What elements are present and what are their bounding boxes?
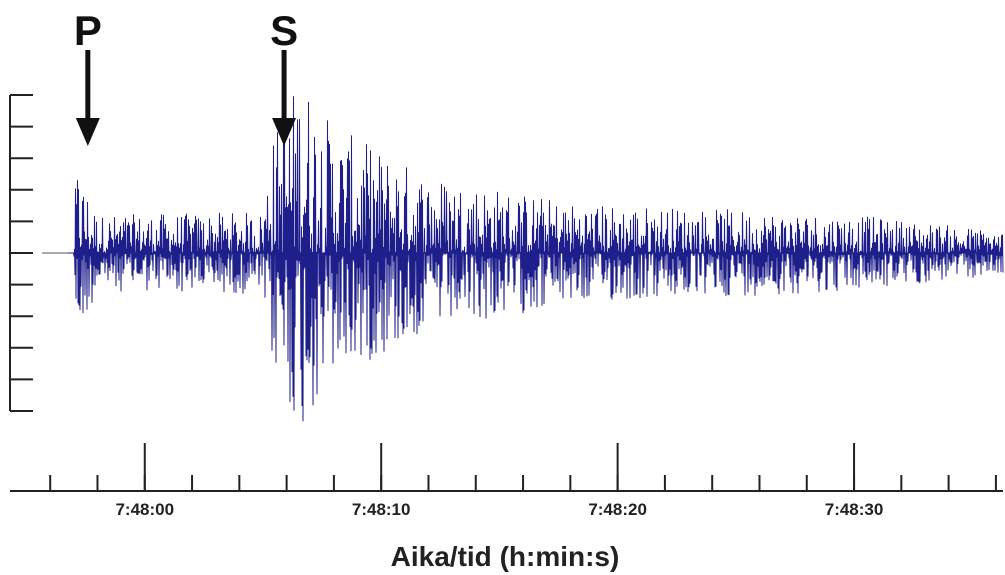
phase-arrow-p: P [74, 7, 102, 146]
phase-label: P [74, 7, 102, 54]
x-axis: 7:48:00 7:48:10 7:48:20 7:48:30 [10, 443, 1003, 519]
trace-group [42, 96, 1004, 422]
x-tick-label: 7:48:00 [115, 500, 174, 519]
phase-label: S [270, 7, 298, 54]
x-tick-label: 7:48:20 [588, 500, 647, 519]
arrow-head [75, 118, 100, 146]
phase-arrow-s: S [270, 7, 298, 146]
arrow-head [272, 118, 297, 146]
seismogram-trace [68, 96, 1004, 422]
x-tick-label: 7:48:30 [825, 500, 884, 519]
x-axis-title: Aika/tid (h:min:s) [391, 541, 620, 572]
x-tick-label: 7:48:10 [352, 500, 411, 519]
y-axis [9, 94, 33, 412]
